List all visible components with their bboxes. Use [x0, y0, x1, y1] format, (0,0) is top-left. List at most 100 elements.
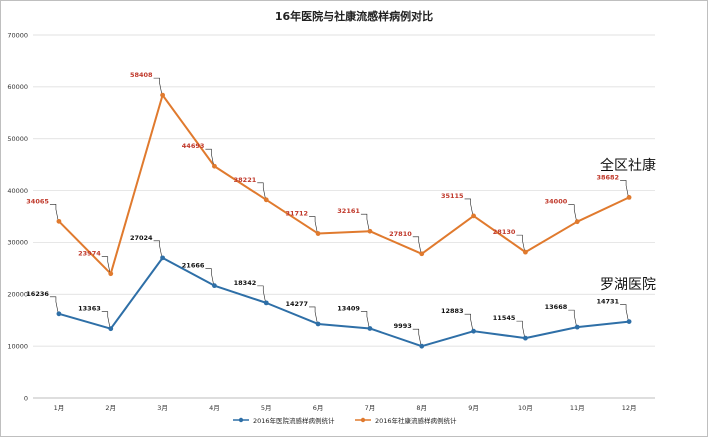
label-leader-line	[568, 309, 577, 326]
label-leader-line	[360, 213, 370, 230]
data-label: 44693	[182, 142, 205, 150]
label-leader-line	[101, 256, 111, 272]
data-label: 14277	[285, 300, 308, 308]
x-tick-label: 6月	[313, 404, 324, 412]
data-point	[367, 326, 373, 331]
label-leader-line	[205, 148, 214, 165]
data-label: 21666	[182, 262, 205, 270]
y-tick-label: 40000	[7, 187, 28, 195]
data-point	[471, 213, 476, 219]
legend: 2016年医院流感样病例统计 2016年社康流感样病例统计	[233, 416, 457, 425]
data-label: 27024	[130, 234, 153, 242]
label-leader-line	[257, 285, 266, 301]
data-label: 35115	[441, 192, 464, 200]
data-point	[212, 283, 217, 289]
legend-label-community: 2016年社康流感样病例统计	[375, 416, 457, 425]
x-tick-label: 1月	[54, 404, 65, 412]
legend-marker-hospital	[238, 417, 244, 423]
label-leader-line	[257, 182, 266, 198]
label-leader-line	[620, 304, 629, 320]
data-point	[160, 92, 165, 98]
data-point	[160, 255, 165, 261]
y-tick-label: 50000	[7, 135, 28, 143]
data-point	[574, 219, 580, 225]
data-label: 27810	[389, 230, 412, 238]
data-point	[471, 328, 476, 334]
chart-title: 16年医院与社康流感样病例对比	[275, 9, 433, 23]
y-tick-label: 30000	[7, 239, 28, 247]
label-leader-line	[205, 268, 214, 284]
data-label: 13363	[78, 305, 101, 313]
data-point	[523, 249, 528, 255]
data-point	[419, 251, 425, 257]
data-label: 13668	[545, 303, 568, 311]
x-tick-label: 5月	[261, 404, 272, 412]
x-tick-label: 2月	[105, 404, 116, 412]
data-point	[108, 326, 114, 332]
y-tick-label: 0	[24, 394, 28, 402]
data-point	[315, 321, 321, 327]
data-label: 23974	[78, 250, 101, 258]
data-point	[367, 228, 373, 234]
x-tick-label: 9月	[468, 404, 479, 412]
series-layer	[56, 92, 632, 349]
data-point	[56, 311, 62, 317]
data-point	[574, 324, 580, 330]
x-tick-label: 7月	[365, 404, 376, 412]
y-tick-label: 10000	[7, 342, 28, 350]
data-label: 12883	[441, 307, 464, 315]
x-tick-label: 11月	[570, 404, 585, 412]
label-leader-line	[153, 77, 162, 94]
legend-label-hospital: 2016年医院流感样病例统计	[253, 416, 335, 425]
label-leader-line	[49, 204, 59, 220]
data-label: 9993	[394, 322, 412, 330]
label-leader-line	[412, 236, 422, 252]
data-label: 34065	[26, 197, 49, 205]
data-point	[263, 300, 269, 306]
x-tick-label: 3月	[157, 404, 168, 412]
data-label: 32161	[337, 207, 360, 215]
label-leader-line	[516, 234, 525, 251]
x-tick-label: 8月	[416, 404, 427, 412]
label-leader-line	[412, 328, 422, 345]
data-point	[626, 319, 632, 325]
data-point	[626, 195, 632, 200]
data-point	[419, 343, 425, 349]
data-label: 13409	[337, 304, 360, 312]
data-point	[108, 271, 114, 277]
y-tick-label: 20000	[7, 291, 28, 299]
label-leader-line	[309, 216, 318, 232]
data-point	[263, 197, 269, 203]
label-leader-line	[568, 204, 577, 220]
label-leader-line	[153, 240, 162, 256]
data-label: 31712	[285, 210, 308, 218]
label-leader-line	[360, 311, 370, 327]
label-leader-line	[464, 313, 473, 330]
label-leader-line	[464, 198, 473, 214]
legend-marker-community	[360, 417, 366, 423]
data-label: 28130	[493, 228, 516, 236]
y-tick-label: 70000	[7, 31, 28, 39]
data-label: 14731	[596, 298, 619, 306]
data-label: 18342	[234, 279, 257, 287]
label-leader-line	[309, 306, 318, 323]
label-leader-line	[49, 296, 59, 312]
annotation-hospital: 罗湖医院	[600, 277, 656, 293]
annotation-community: 全区社康	[600, 157, 656, 174]
x-tick-label: 12月	[622, 404, 637, 412]
label-leader-line	[516, 320, 525, 337]
data-point	[315, 231, 321, 236]
x-tick-label: 4月	[209, 404, 220, 412]
axes: 0 10000 20000 30000 40000 50000 60000 70000 1月 2月…	[7, 31, 655, 412]
data-label: 38682	[596, 173, 619, 181]
label-leader-line	[620, 180, 629, 196]
data-point	[212, 163, 217, 169]
y-tick-label: 60000	[7, 83, 28, 91]
data-label: 58408	[130, 71, 153, 79]
data-label: 16236	[26, 290, 49, 298]
data-label: 34000	[545, 198, 568, 206]
data-point	[56, 218, 62, 224]
series-line-hospital	[58, 256, 630, 348]
